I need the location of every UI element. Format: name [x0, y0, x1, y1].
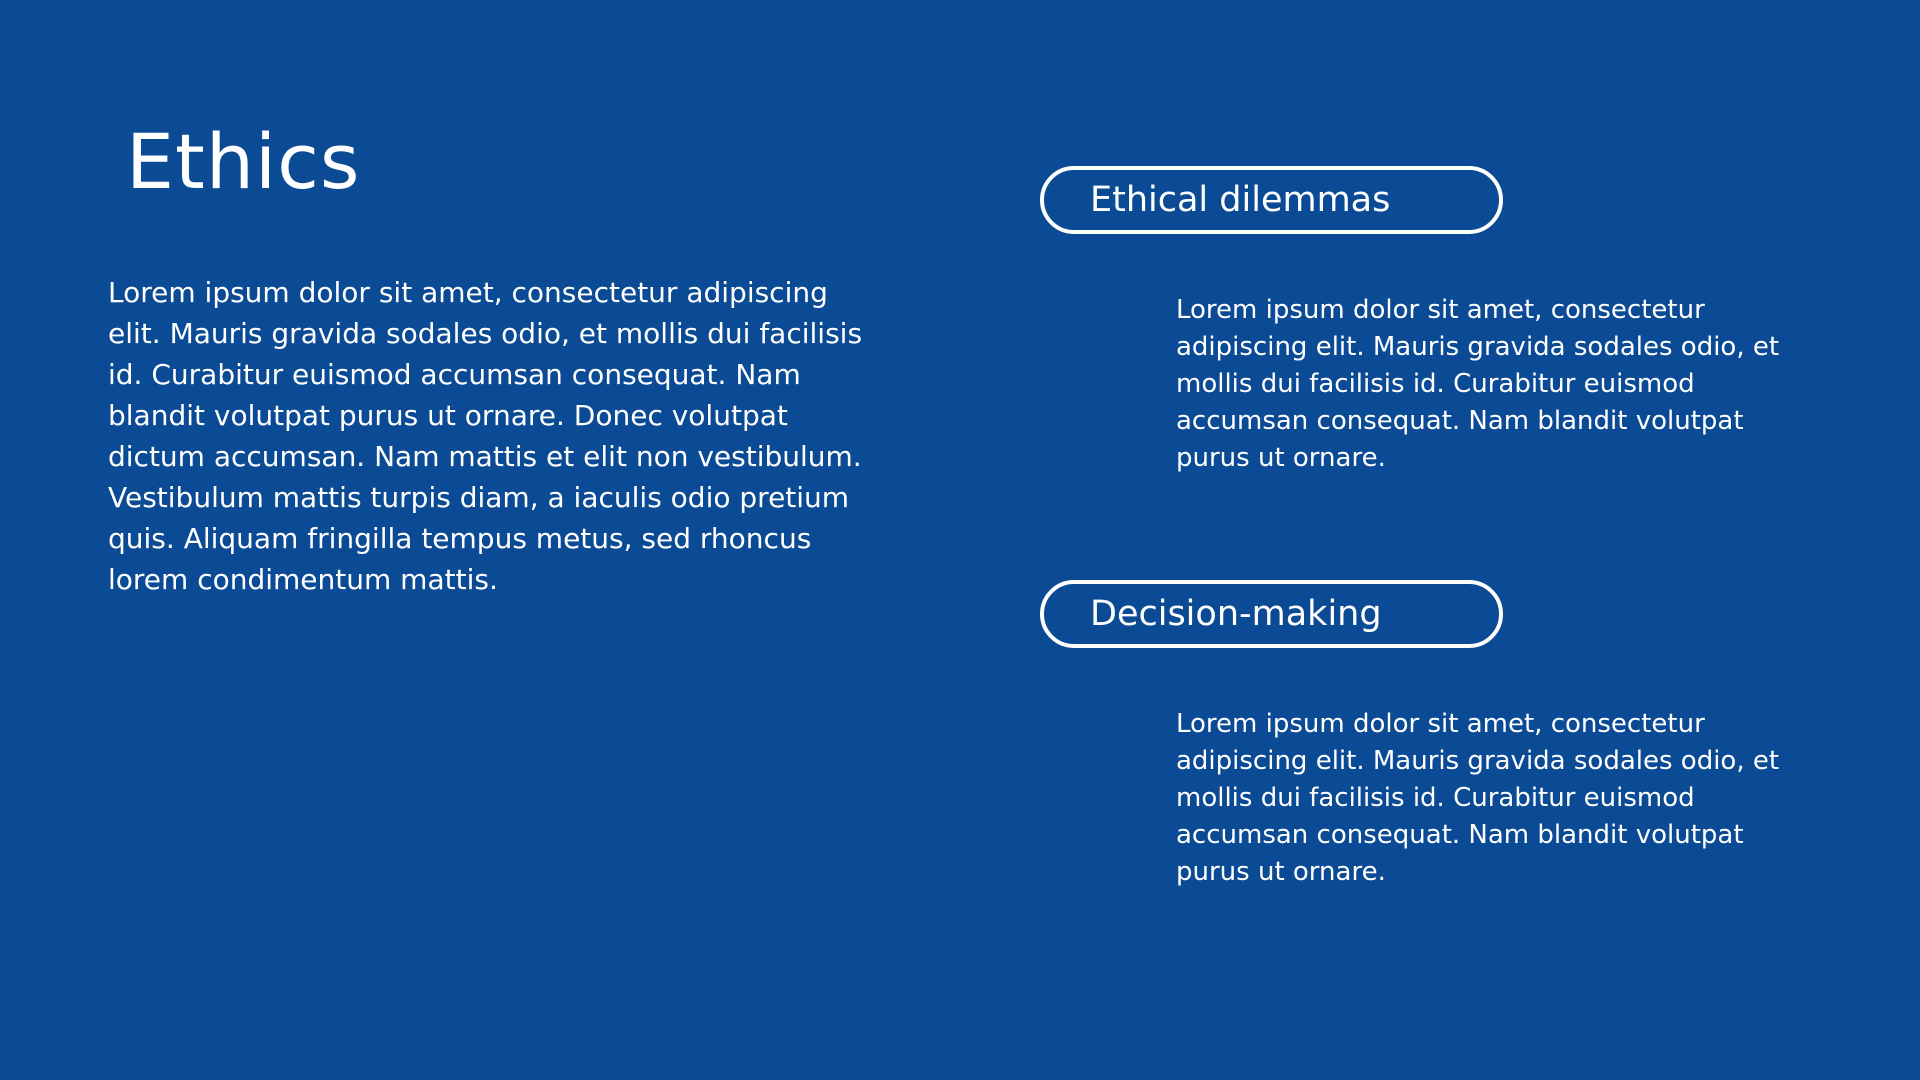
slide-title: Ethics	[126, 117, 361, 206]
section-body-text: Lorem ipsum dolor sit amet, consectetur …	[1176, 295, 1780, 473]
section-heading-pill: Decision-making	[1040, 580, 1503, 648]
section-body-text: Lorem ipsum dolor sit amet, consectetur …	[1176, 709, 1780, 887]
section-heading-pill: Ethical dilemmas	[1040, 166, 1503, 234]
section-heading-label: Decision-making	[1090, 593, 1382, 634]
section-ethical-dilemmas: Ethical dilemmas Lorem ipsum dolor sit a…	[1040, 166, 1800, 477]
section-heading-label: Ethical dilemmas	[1090, 179, 1391, 220]
intro-paragraph: Lorem ipsum dolor sit amet, consectetur …	[108, 276, 863, 596]
section-decision-making: Decision-making Lorem ipsum dolor sit am…	[1040, 580, 1800, 891]
